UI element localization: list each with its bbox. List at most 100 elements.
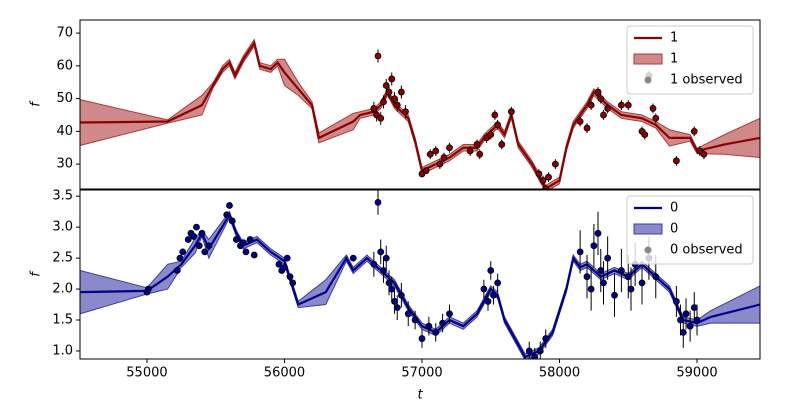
- observed-point: [652, 114, 660, 122]
- observed-point: [184, 236, 192, 243]
- observed-point: [370, 105, 378, 112]
- observed-point: [594, 88, 602, 96]
- observed-point: [594, 229, 602, 237]
- observed-point: [382, 254, 390, 262]
- axes-frame: [79, 19, 761, 190]
- y-tick-label: 60: [56, 58, 73, 73]
- observed-point: [542, 335, 550, 342]
- observed-point: [597, 95, 605, 103]
- observed-point: [590, 242, 598, 250]
- observed-point: [404, 310, 412, 318]
- observed-point: [289, 279, 297, 287]
- y-axis-label: f: [29, 100, 44, 107]
- observed-point: [624, 101, 632, 109]
- observed-point: [418, 335, 426, 342]
- observed-point: [226, 202, 233, 209]
- x-axis-label: t: [417, 388, 423, 400]
- observed-point: [617, 101, 625, 109]
- observed-point: [466, 147, 474, 155]
- y-tick-label: 40: [56, 124, 73, 139]
- x-tick-label: 58000: [539, 366, 580, 381]
- observed-point: [576, 248, 584, 256]
- plot-area: [80, 190, 760, 359]
- observed-point: [624, 273, 632, 281]
- legend-box: [626, 25, 754, 95]
- observed-point: [480, 285, 488, 293]
- x-tick-label: 59000: [676, 366, 717, 381]
- observed-point: [604, 105, 612, 112]
- observed-point: [473, 141, 481, 148]
- observed-point: [281, 263, 288, 271]
- observed-point: [600, 111, 607, 119]
- observed-point: [494, 121, 502, 129]
- y-tick-label: 2.0: [52, 282, 73, 297]
- observed-point: [349, 254, 357, 262]
- legend-marker: [644, 246, 652, 254]
- x-tick-label: 56000: [264, 366, 305, 381]
- y-tick-label: 3.0: [52, 220, 73, 235]
- observed-point: [617, 267, 625, 274]
- y-axis-label: f: [29, 270, 44, 277]
- observed-point: [490, 291, 497, 299]
- observed-point: [494, 279, 502, 287]
- observed-point: [446, 144, 453, 152]
- legend-swatch: [633, 223, 663, 235]
- observed-point: [439, 319, 447, 327]
- x-tick-label: 57000: [401, 366, 442, 381]
- observed-point: [487, 267, 495, 274]
- observed-point: [551, 160, 559, 168]
- observed-point: [388, 75, 396, 83]
- legend-box: [626, 195, 754, 265]
- observed-point: [201, 248, 209, 256]
- observed-point: [484, 298, 492, 305]
- observed-point: [682, 310, 690, 318]
- observed-point: [600, 279, 607, 287]
- observed-point: [535, 170, 543, 178]
- observed-point: [587, 101, 595, 109]
- observed-point: [604, 254, 612, 262]
- observed-point: [426, 150, 434, 158]
- observed-point: [690, 127, 698, 135]
- observed-point: [193, 223, 200, 231]
- observed-point: [597, 267, 605, 274]
- observed-point: [693, 316, 701, 324]
- legend-label: 0 observed: [670, 243, 743, 258]
- observed-point: [507, 108, 515, 116]
- observed-point: [679, 328, 687, 336]
- observed-point: [374, 52, 382, 60]
- observed-point: [583, 273, 591, 281]
- observed-point: [525, 347, 533, 355]
- legend-label: 0: [670, 201, 678, 216]
- observed-point: [652, 273, 660, 281]
- legend-label: 1 observed: [670, 73, 743, 88]
- observed-point: [391, 298, 398, 305]
- observed-point: [432, 147, 440, 155]
- observed-point: [144, 285, 152, 293]
- observed-point: [641, 131, 649, 139]
- plot-area: [80, 38, 760, 189]
- legend-swatch: [633, 53, 663, 65]
- y-tick-label: 1.5: [52, 313, 73, 328]
- legend-label: 1: [670, 31, 678, 46]
- observed-point: [649, 105, 657, 112]
- observed-point: [446, 310, 453, 318]
- observed-point: [380, 98, 387, 106]
- observed-point: [677, 316, 684, 324]
- y-tick-label: 3.5: [52, 189, 73, 204]
- observed-point: [402, 108, 409, 116]
- observed-point: [382, 82, 390, 89]
- observed-point: [283, 254, 291, 262]
- observed-point: [576, 118, 584, 125]
- observed-point: [425, 322, 433, 330]
- observed-point: [246, 236, 254, 243]
- observed-point: [173, 267, 181, 274]
- observed-point: [385, 279, 393, 287]
- observed-point: [388, 285, 396, 293]
- observed-point: [377, 248, 385, 256]
- observed-point: [491, 111, 499, 119]
- observed-point: [250, 251, 258, 259]
- observed-point: [436, 160, 444, 168]
- observed-point: [232, 236, 240, 243]
